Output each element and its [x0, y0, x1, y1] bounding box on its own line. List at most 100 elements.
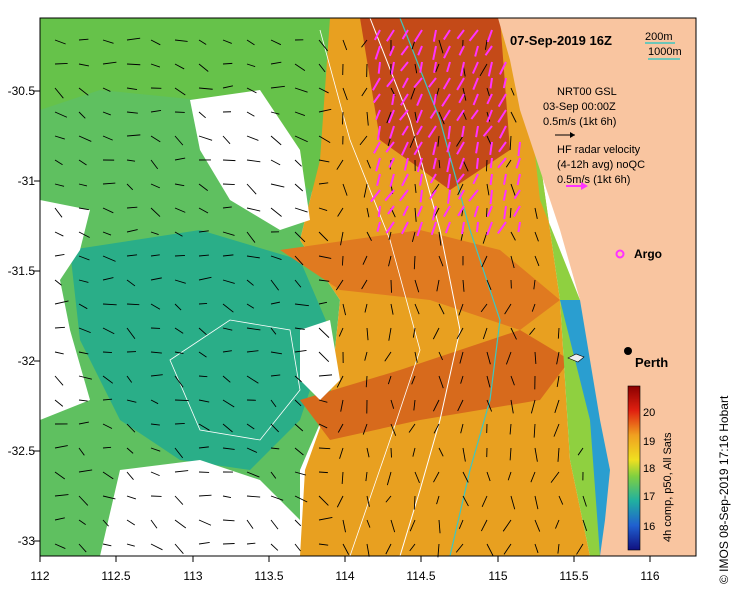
cloud-mask-south — [100, 460, 300, 556]
gsl-vector — [174, 279, 186, 284]
gsl-vector — [459, 351, 464, 364]
gsl-vector — [126, 183, 134, 191]
gsl-vector — [482, 231, 488, 244]
hf-vector — [430, 221, 437, 236]
gsl-vector — [531, 303, 536, 312]
gsl-vector — [458, 303, 464, 316]
hf-vector — [486, 109, 493, 123]
gsl-vector — [54, 159, 63, 166]
hf-vector — [416, 205, 423, 217]
gsl-vector — [318, 207, 328, 211]
gsl-vector — [510, 231, 516, 241]
gsl-vector — [462, 279, 465, 292]
gsl-vector — [411, 231, 416, 243]
gsl-vector — [222, 159, 236, 162]
gsl-vector — [150, 423, 160, 426]
gsl-vector — [78, 303, 88, 310]
gsl-vector — [246, 207, 261, 212]
gsl-vector — [412, 447, 416, 457]
hf-vector — [456, 109, 465, 122]
gsl-vector — [510, 111, 517, 123]
gsl-vector — [414, 351, 418, 363]
gsl-vector — [270, 279, 280, 291]
hf-vector — [390, 61, 395, 75]
gsl-vector — [54, 326, 65, 329]
hf-vector — [458, 45, 465, 56]
x-tick-label: 114 — [335, 569, 354, 583]
gsl-vector — [438, 303, 445, 315]
gsl-vector — [246, 279, 254, 286]
gsl-vector — [54, 87, 64, 99]
colorbar — [627, 385, 641, 551]
hf-vector — [458, 157, 465, 170]
map-date-title: 07-Sep-2019 16Z — [510, 33, 612, 48]
rottnest-island — [567, 353, 585, 363]
gsl-vector — [78, 63, 89, 67]
gsl-vector — [174, 207, 186, 213]
gsl-vector — [509, 135, 512, 150]
gsl-vector — [246, 111, 255, 117]
hf-vector — [400, 61, 409, 72]
hf-vector — [401, 125, 409, 136]
gsl-vector — [198, 39, 207, 45]
gsl-vector — [54, 375, 64, 386]
gsl-vector — [558, 495, 564, 505]
hf-vector — [475, 125, 479, 138]
hf-vector — [447, 189, 451, 204]
gsl-vector — [534, 231, 539, 242]
hf-vector — [484, 45, 493, 56]
gsl-vector — [294, 183, 304, 192]
gsl-vector — [198, 302, 208, 305]
gsl-vector — [54, 279, 62, 286]
x-tick-label: 116 — [640, 569, 659, 583]
gsl-vector — [438, 231, 442, 246]
gsl-vector — [102, 446, 112, 449]
gsl-vector — [414, 279, 420, 293]
hf-vector — [468, 189, 479, 202]
gsl-vector — [390, 303, 394, 315]
hf-vector — [401, 29, 409, 40]
hf-vector — [517, 141, 521, 157]
hf-vector — [401, 173, 409, 187]
gsl-vector — [102, 182, 116, 185]
gsl-vector — [102, 495, 116, 500]
hf-vector — [460, 221, 465, 235]
gsl-vector — [503, 543, 512, 555]
gsl-vector — [412, 327, 416, 338]
gsl-vector — [246, 423, 255, 430]
gsl-vector — [54, 399, 64, 407]
gsl-vector — [222, 375, 231, 383]
gsl-vector — [390, 423, 397, 436]
gsl-vector — [342, 183, 348, 196]
hf-vector — [370, 189, 381, 203]
gsl-vector — [246, 350, 259, 353]
gsl-vector — [102, 231, 112, 236]
hf-vector — [487, 61, 493, 77]
gsl-vector — [246, 159, 261, 163]
gsl-vector — [54, 254, 65, 257]
gsl-vector — [294, 111, 306, 116]
gsl-vector — [457, 399, 464, 412]
gsl-vector — [362, 255, 368, 265]
gsl-vector — [458, 519, 464, 529]
gsl-vector — [150, 39, 161, 46]
gsl-vector — [342, 87, 348, 101]
gsl-vector — [222, 231, 235, 236]
gsl-vector — [54, 517, 65, 521]
gsl-vector — [150, 254, 160, 257]
hf-vector — [433, 93, 437, 105]
hf-vector — [432, 29, 437, 42]
gsl-vector — [533, 279, 536, 290]
plot-frame — [39, 17, 697, 557]
hf-vector — [432, 157, 437, 170]
gsl-vector — [198, 423, 210, 431]
gsl-vector — [432, 399, 440, 412]
gsl-vector — [509, 447, 512, 461]
gsl-vector — [78, 111, 86, 119]
gsl-vector — [534, 255, 540, 267]
gsl-vector — [318, 159, 330, 163]
gsl-vector — [246, 255, 260, 259]
gsl-vector — [555, 519, 560, 529]
hf-vector — [401, 77, 409, 89]
gsl-vector — [366, 519, 371, 528]
